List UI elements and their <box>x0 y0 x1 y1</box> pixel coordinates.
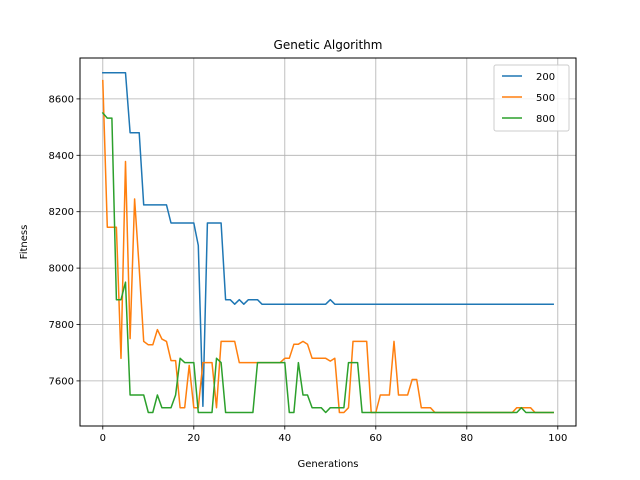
y-tick-label: 7800 <box>49 320 74 331</box>
y-axis-label: Fitness <box>19 225 30 260</box>
y-tick-label: 8200 <box>49 207 74 218</box>
legend-label-800: 800 <box>536 114 555 125</box>
legend-box <box>493 64 570 132</box>
series-line-500 <box>102 79 554 414</box>
legend-label-500: 500 <box>536 93 555 104</box>
series-line-200 <box>102 71 554 408</box>
x-tick-label: 20 <box>187 433 200 444</box>
x-tick-label: 40 <box>278 433 291 444</box>
plot-frame <box>79 57 577 427</box>
y-tick-label: 7600 <box>49 376 74 387</box>
legend: 200 500 800 <box>493 64 570 132</box>
y-tick-label: 8600 <box>49 94 74 105</box>
chart-title: Genetic Algorithm <box>274 38 383 52</box>
grid <box>80 58 576 426</box>
x-tick-label: 0 <box>100 433 106 444</box>
x-tick-label: 80 <box>460 433 473 444</box>
series-lines <box>101 71 554 414</box>
x-tick-label: 100 <box>548 433 567 444</box>
y-tick-label: 8000 <box>49 264 74 275</box>
y-tick-label: 8400 <box>49 151 74 162</box>
x-axis-ticks: 0 20 40 60 80 100 <box>100 426 567 444</box>
legend-label-200: 200 <box>536 72 555 83</box>
series-line-800 <box>101 111 554 414</box>
x-axis-label: Generations <box>298 459 359 470</box>
y-axis-ticks: 7600 7800 8000 8200 8400 8600 <box>49 94 80 387</box>
x-tick-label: 60 <box>369 433 382 444</box>
